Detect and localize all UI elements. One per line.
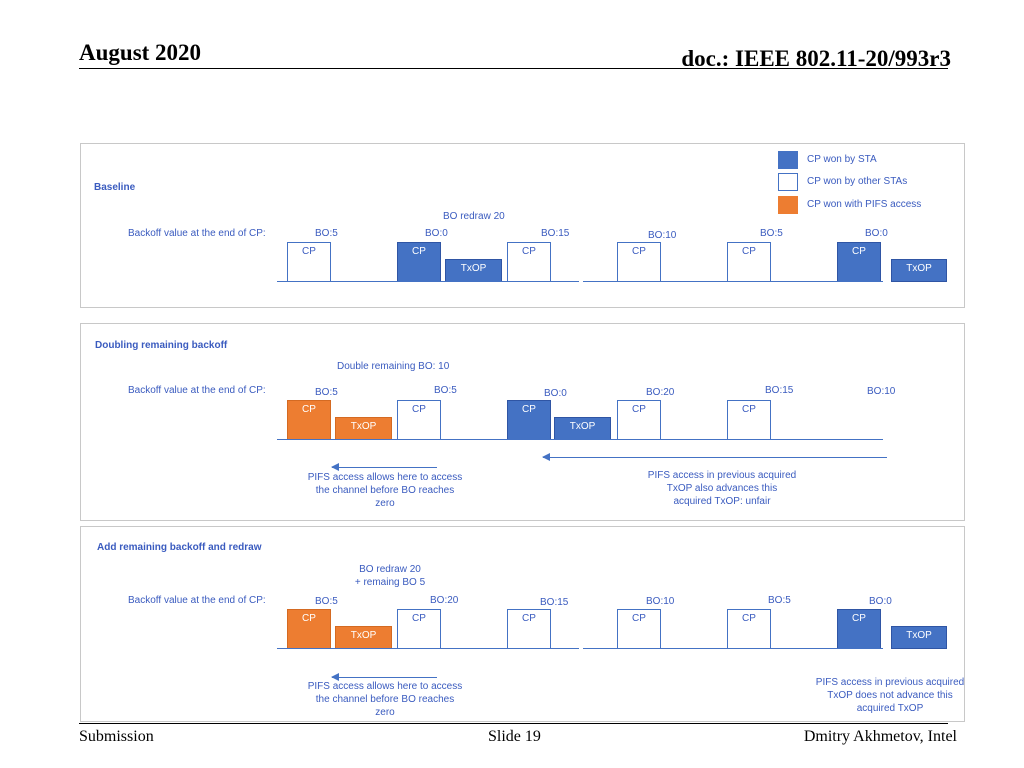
legend-other-label: CP won by other STAs <box>807 176 908 187</box>
baseline-cp-3: CP <box>507 242 551 282</box>
add-bo-2: BO:20 <box>430 595 459 606</box>
header-doc: doc.: IEEE 802.11-20/993r3 <box>681 46 951 71</box>
doubling-timeline <box>277 439 883 440</box>
baseline-bo-5: BO:5 <box>760 228 783 239</box>
baseline-panel: Baseline CP won by STA CP won by other S… <box>80 143 965 308</box>
add-txop-1: TxOP <box>335 626 392 649</box>
baseline-cp-2: CP <box>397 242 441 282</box>
baseline-bo-4: BO:10 <box>648 230 677 241</box>
add-bo-1: BO:5 <box>315 596 338 607</box>
add-bo-4: BO:10 <box>646 596 675 607</box>
add-timeline-b <box>583 648 883 649</box>
add-timeline-a <box>277 648 579 649</box>
add-note-1: BO redraw 20 <box>359 564 421 575</box>
add-row-label: Backoff value at the end of CP: <box>128 595 266 606</box>
add-txop-2: TxOP <box>891 626 947 649</box>
baseline-txop-2: TxOP <box>891 259 947 282</box>
add-cp-2: CP <box>397 609 441 649</box>
doubling-cp-1: CP <box>287 400 331 440</box>
add-left-arrow <box>331 673 437 681</box>
doubling-bo-2: BO:5 <box>434 385 457 396</box>
add-cp-4: CP <box>617 609 661 649</box>
baseline-bo-3: BO:15 <box>541 228 570 239</box>
baseline-timeline-a <box>277 281 579 282</box>
baseline-txop-1: TxOP <box>445 259 502 282</box>
baseline-note: BO redraw 20 <box>443 211 505 222</box>
add-cp-1: CP <box>287 609 331 649</box>
footer-author: Dmitry Akhmetov, Intel <box>803 728 957 745</box>
baseline-title: Baseline <box>94 182 136 193</box>
legend-other-swatch <box>778 173 798 191</box>
doubling-row-label: Backoff value at the end of CP: <box>128 385 266 396</box>
doubling-bo-1: BO:5 <box>315 387 338 398</box>
add-cp-5: CP <box>727 609 771 649</box>
doubling-cp-2: CP <box>397 400 441 440</box>
doubling-txop-1: TxOP <box>335 417 392 440</box>
header-rule <box>79 68 948 69</box>
doubling-cp-4: CP <box>617 400 661 440</box>
doubling-left-note: PIFS access allows here to access the ch… <box>307 472 463 509</box>
add-title: Add remaining backoff and redraw <box>97 542 262 553</box>
baseline-timeline-b <box>583 281 883 282</box>
legend-pifs-swatch <box>778 196 798 214</box>
baseline-cp-6: CP <box>837 242 881 282</box>
footer-slide-number: Slide 19 <box>488 728 541 745</box>
baseline-cp-5: CP <box>727 242 771 282</box>
add-note-2: + remaing BO 5 <box>354 577 426 588</box>
doubling-txop-2: TxOP <box>554 417 611 440</box>
doubling-cp-3: CP <box>507 400 551 440</box>
doubling-bo-3: BO:0 <box>544 388 567 399</box>
add-cp-3: CP <box>507 609 551 649</box>
baseline-row-label: Backoff value at the end of CP: <box>128 228 266 239</box>
baseline-bo-2: BO:0 <box>425 228 448 239</box>
doubling-title: Doubling remaining backoff <box>95 340 228 351</box>
add-bo-3: BO:15 <box>540 597 569 608</box>
baseline-cp-1: CP <box>287 242 331 282</box>
doubling-panel: Doubling remaining backoff Double remain… <box>80 323 965 521</box>
doubling-right-arrow <box>542 453 887 461</box>
doubling-left-arrow <box>331 463 437 471</box>
add-bo-5: BO:5 <box>768 595 791 606</box>
header-date: August 2020 <box>79 40 202 65</box>
baseline-bo-6: BO:0 <box>865 228 888 239</box>
add-panel: Add remaining backoff and redraw BO redr… <box>80 526 965 722</box>
add-cp-6: CP <box>837 609 881 649</box>
legend-pifs-label: CP won with PIFS access <box>807 199 922 210</box>
add-left-note: PIFS access allows here to access the ch… <box>307 681 463 718</box>
doubling-note: Double remaining BO: 10 <box>337 361 450 372</box>
add-right-note: PIFS access in previous acquired TxOP do… <box>815 677 965 714</box>
doubling-bo-5: BO:15 <box>765 385 794 396</box>
doubling-bo-4: BO:20 <box>646 387 675 398</box>
legend-sta-label: CP won by STA <box>807 154 877 165</box>
add-bo-6: BO:0 <box>869 596 892 607</box>
footer-rule <box>79 723 948 724</box>
doubling-bo-6: BO:10 <box>867 386 896 397</box>
doubling-right-note: PIFS access in previous acquired TxOP al… <box>647 470 797 507</box>
footer-submission: Submission <box>79 728 154 745</box>
baseline-cp-4: CP <box>617 242 661 282</box>
doubling-cp-5: CP <box>727 400 771 440</box>
legend-sta-swatch <box>778 151 798 169</box>
baseline-bo-1: BO:5 <box>315 228 338 239</box>
